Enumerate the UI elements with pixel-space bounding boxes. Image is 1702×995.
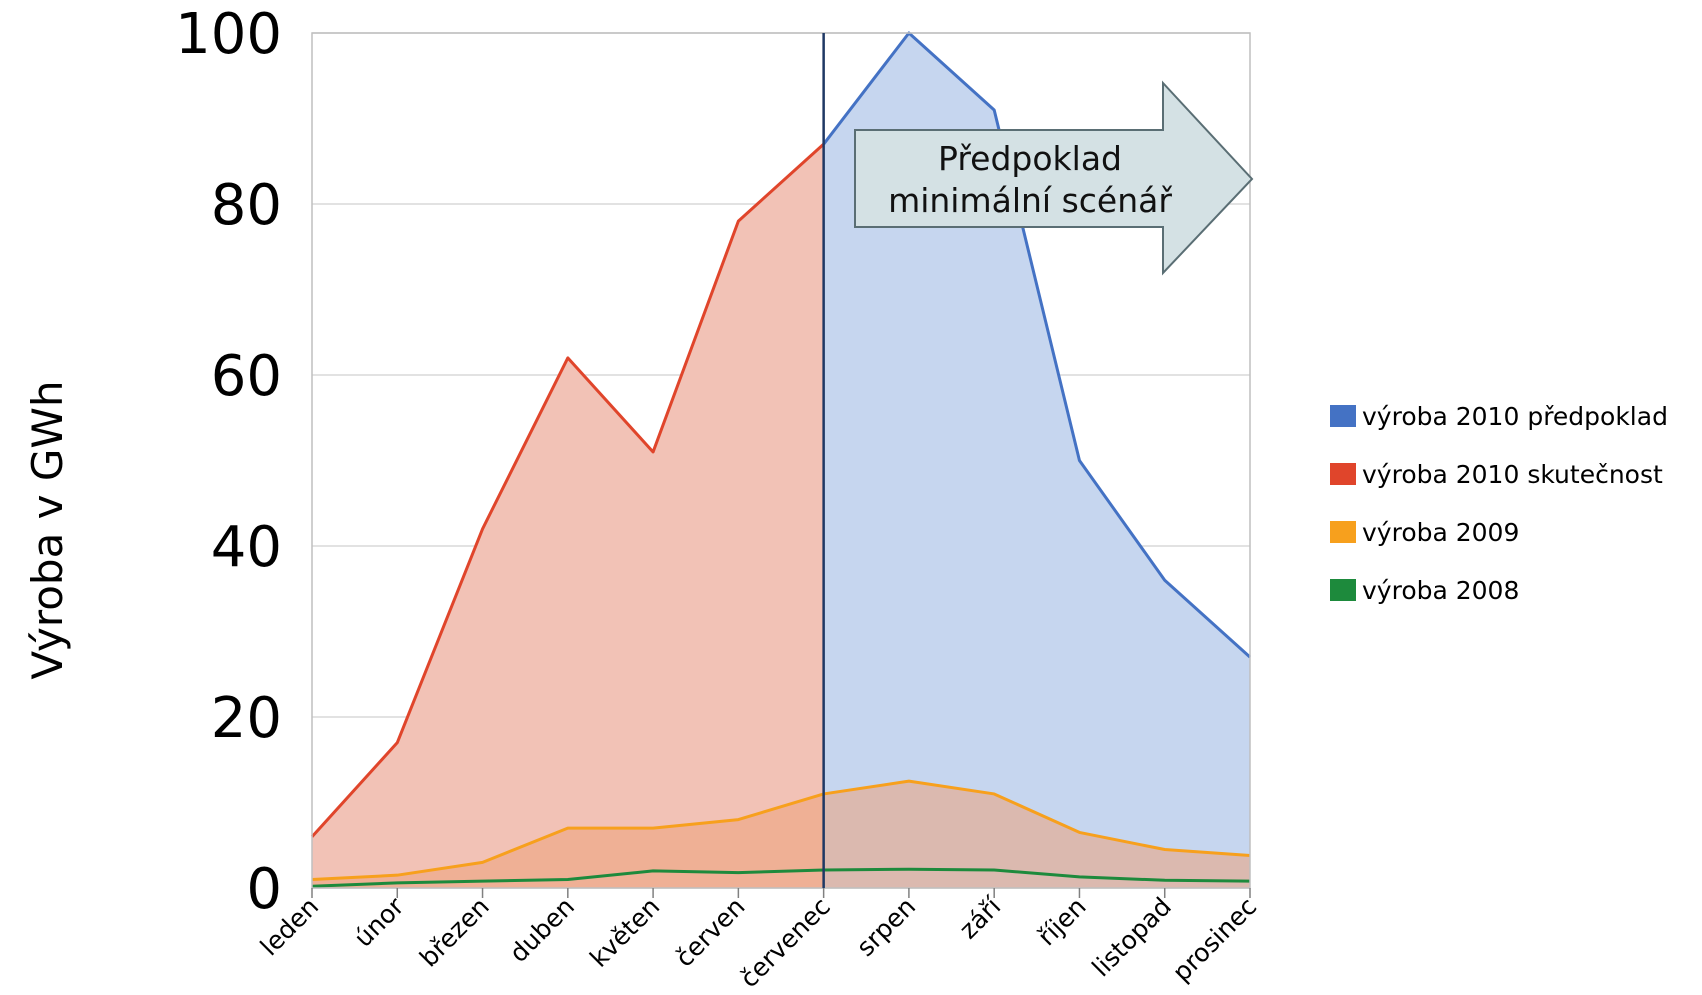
y-tick-label: 0 (246, 857, 282, 922)
annotation-line-1: Předpoklad (938, 139, 1122, 178)
x-tick-label: únor (349, 891, 411, 953)
legend-label: výroba 2008 (1362, 576, 1519, 605)
legend-label: výroba 2009 (1362, 518, 1519, 547)
x-axis-ticks: leden únor březen duben květen červenčervenec… (255, 888, 1262, 994)
y-tick-label: 100 (175, 2, 282, 67)
legend-swatch (1330, 405, 1356, 427)
y-tick-label: 20 (211, 686, 282, 751)
series-areas (312, 33, 1250, 888)
right-arrow-icon (854, 80, 1254, 276)
y-tick-label: 80 (211, 173, 282, 238)
x-tick-label: červen (670, 892, 751, 973)
series-line (311, 779, 1251, 881)
series-area (312, 781, 1250, 888)
x-tick-label: březen (414, 892, 495, 973)
x-tick-label: červenec (734, 892, 836, 994)
x-tick-label: říjen (1032, 892, 1092, 952)
legend-swatch (1330, 463, 1356, 485)
legend-label: výroba 2010 předpoklad (1362, 402, 1668, 431)
y-tick-label: 40 (211, 515, 282, 580)
y-tick-label: 60 (211, 344, 282, 409)
series-line (311, 867, 1251, 888)
x-tick-label: květen (584, 892, 665, 973)
series-area (312, 144, 824, 888)
y-axis-label: Výroba v GWh (23, 380, 72, 679)
x-tick-label: září (954, 891, 1008, 945)
x-tick-label: srpen (851, 892, 921, 962)
legend: výroba 2010 předpoklad výroba 2010 skuteč… (1330, 402, 1668, 605)
x-tick-label: prosinec (1167, 892, 1262, 987)
series-line (822, 31, 1252, 659)
y-axis-ticks: 0 20 40 60 80 100 (175, 2, 282, 922)
scenario-annotation: Předpoklad minimální scénář (854, 80, 1254, 276)
series-lines (310, 31, 1252, 888)
series-area (823, 33, 1250, 888)
plot-frame (311, 32, 1251, 889)
annotation-line-2: minimální scénář (888, 181, 1172, 220)
x-tick-label: listopad (1086, 892, 1177, 983)
legend-swatch (1330, 521, 1356, 543)
legend-swatch (1330, 579, 1356, 601)
legend-label: výroba 2010 skutečnost (1362, 460, 1663, 489)
x-tick-label: duben (504, 892, 580, 968)
